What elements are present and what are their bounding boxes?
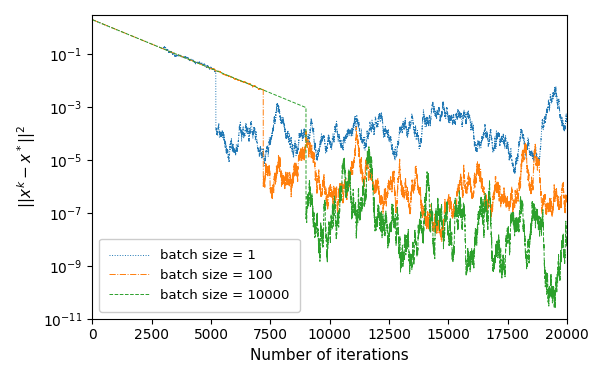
batch size = 10000 — [89, 17, 96, 22]
batch size = 1 — [528, 155, 536, 159]
Y-axis label: $||x^k - x^*||^2$: $||x^k - x^*||^2$ — [15, 125, 37, 208]
batch size = 10000 — [144, 40, 151, 45]
batch size = 10000 — [338, 189, 345, 193]
batch size = 10000 — [564, 240, 571, 245]
batch size = 10000 — [528, 203, 536, 207]
batch size = 10000 — [429, 218, 436, 222]
batch size = 1 — [144, 40, 151, 45]
batch size = 1 — [476, 141, 483, 146]
batch size = 1 — [344, 129, 351, 134]
batch size = 10000 — [551, 305, 558, 310]
Legend: batch size = 1, batch size = 100, batch size = 10000: batch size = 1, batch size = 100, batch … — [99, 239, 300, 312]
batch size = 1 — [511, 171, 518, 176]
Line: batch size = 100: batch size = 100 — [92, 20, 567, 242]
batch size = 10000 — [344, 183, 351, 188]
batch size = 100 — [429, 228, 436, 232]
batch size = 100 — [344, 193, 351, 197]
X-axis label: Number of iterations: Number of iterations — [250, 348, 409, 363]
Line: batch size = 1: batch size = 1 — [92, 20, 567, 174]
batch size = 1 — [89, 17, 96, 22]
batch size = 100 — [338, 184, 345, 188]
batch size = 100 — [89, 17, 96, 22]
batch size = 100 — [477, 176, 484, 181]
batch size = 1 — [564, 119, 571, 123]
batch size = 1 — [429, 103, 436, 107]
Line: batch size = 10000: batch size = 10000 — [92, 20, 567, 308]
batch size = 100 — [528, 182, 536, 186]
batch size = 100 — [144, 40, 151, 45]
batch size = 10000 — [476, 205, 483, 210]
batch size = 100 — [564, 194, 571, 198]
batch size = 100 — [438, 239, 445, 244]
batch size = 1 — [338, 140, 345, 144]
